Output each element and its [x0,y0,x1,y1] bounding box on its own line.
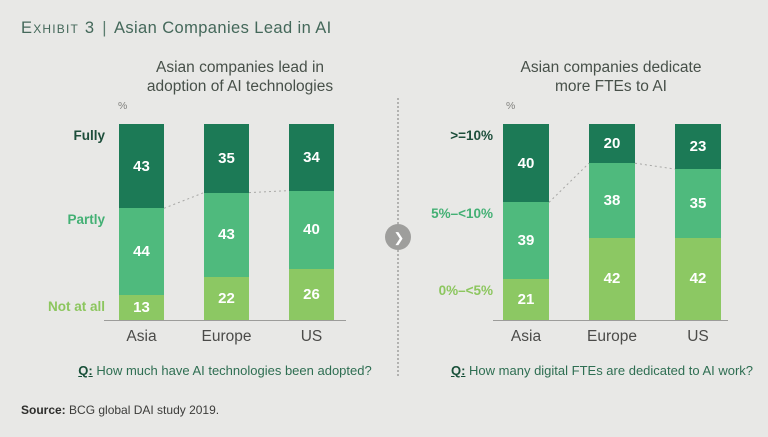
bar-value-label: 35 [218,149,235,167]
source-label: Source: [21,403,66,417]
bar-value-label: 38 [603,191,621,209]
bar-segment: 26 [289,269,334,320]
y-axis-unit-label: % [118,100,128,112]
source-text: BCG global DAI study 2019. [65,403,220,417]
question-adoption: Q: How much have AI technologies been ad… [60,363,390,378]
x-axis-line [493,320,728,321]
bar-segment: 13 [119,294,164,320]
bar-value-label: 35 [689,194,707,212]
source-note: Source: BCG global DAI study 2019. [21,403,219,417]
bar-segment: 34 [289,124,334,191]
bar-segment: 42 [589,237,635,320]
x-axis-label: US [687,328,709,345]
x-axis-line [104,320,346,321]
bar-value-label: 39 [517,232,535,250]
bar-segment: 21 [503,278,549,320]
bar-value-label: 43 [218,226,235,244]
bar-value-label: 42 [603,270,621,288]
bar-value-label: 23 [689,138,707,156]
bar-segment: 20 [589,124,635,164]
question-ftes: Q: How many digital FTEs are dedicated t… [437,363,767,378]
series-label: 0%–<5% [438,282,493,298]
bar-segment: 43 [204,192,249,277]
x-axis-label: Europe [587,328,637,345]
bar-segment: 43 [119,124,164,209]
chart-title-line: adoption of AI technologies [146,78,334,95]
series-label: Not at all [47,298,105,314]
bar-segment: 38 [589,163,635,238]
bar-segment: 44 [119,208,164,295]
bar-segment: 40 [289,190,334,270]
chevron-right-icon: ❯ [393,229,405,245]
bar-value-label: 43 [133,157,150,175]
bar-value-label: 22 [218,289,235,307]
connector-line [163,192,205,209]
connector-line [548,162,590,203]
x-axis-label: US [300,328,323,345]
bar-segment: 23 [675,124,721,170]
bar-segment: 35 [204,124,249,193]
exhibit-title-text: Asian Companies Lead in AI [113,19,332,37]
bar-value-label: 34 [303,148,320,166]
question-label: Q: [450,363,466,378]
y-axis-unit-label: % [506,100,516,112]
bar-segment: 40 [503,124,549,203]
bar-value-label: 40 [517,154,535,172]
bar-value-label: 44 [133,242,150,260]
page-title: Exhibit 3 | Asian Companies Lead in AI [21,19,332,38]
bar-value-label: 13 [133,298,150,316]
arrow-circle-badge: ❯ [385,224,411,250]
series-label: Fully [73,128,105,143]
question-text: How much have AI technologies been adopt… [96,363,372,378]
bar-segment: 42 [675,237,721,320]
bar-value-label: 26 [303,286,320,303]
bar-segment: 22 [204,276,249,320]
series-label: Partly [67,212,105,228]
chart-title-line: more FTEs to AI [555,78,667,95]
chart-title-line: Asian companies lead in [155,59,325,76]
series-label: >=10% [450,128,493,143]
bar-value-label: 42 [689,270,707,288]
chart-title-ftes: Asian companies dedicate more FTEs to AI [471,58,751,96]
exhibit-number: Exhibit 3 [21,19,96,37]
x-axis-label: Asia [510,328,542,345]
question-text: How many digital FTEs are dedicated to A… [469,363,754,378]
bar-value-label: 40 [303,221,320,239]
bar-value-label: 20 [603,135,621,153]
bar-segment: 39 [503,202,549,279]
connector-line [634,162,676,170]
x-axis-label: Asia [126,328,157,345]
bar-value-label: 21 [517,290,535,308]
chart-title-adoption: Asian companies lead in adoption of AI t… [100,58,380,96]
chart-title-line: Asian companies dedicate [520,59,702,76]
bar-segment: 35 [675,169,721,238]
title-separator: | [102,19,107,37]
connector-line [248,190,290,194]
question-label: Q: [78,363,93,378]
x-axis-label: Europe [201,328,252,345]
series-label: 5%–<10% [431,206,493,222]
